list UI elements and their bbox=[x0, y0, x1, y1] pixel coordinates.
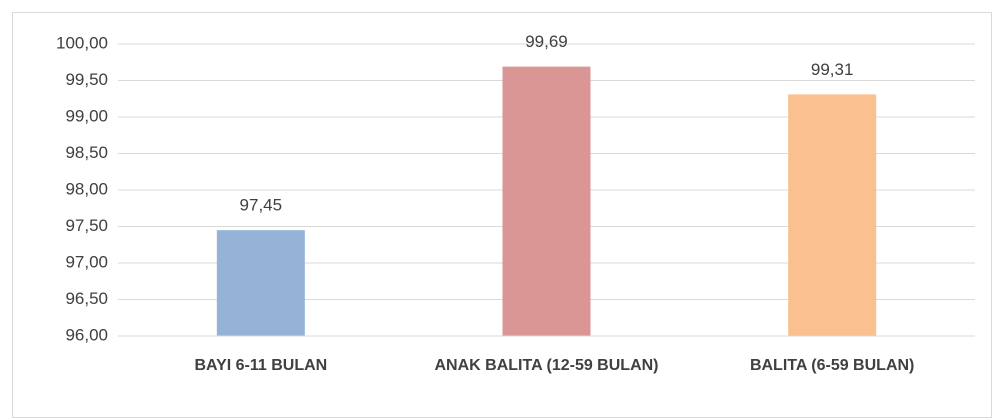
y-tick-label: 98,00 bbox=[65, 179, 108, 198]
bar bbox=[216, 230, 305, 336]
x-tick-label: BALITA (6-59 BULAN) bbox=[750, 357, 914, 374]
y-tick-label: 98,50 bbox=[65, 143, 108, 162]
y-tick-label: 97,50 bbox=[65, 216, 108, 235]
data-label: 97,45 bbox=[240, 196, 283, 215]
bar bbox=[788, 94, 877, 337]
x-tick-label: ANAK BALITA (12-59 BULAN) bbox=[435, 357, 659, 374]
data-label: 99,69 bbox=[525, 32, 568, 51]
y-tick-label: 100,00 bbox=[56, 33, 108, 52]
bar bbox=[502, 66, 591, 336]
x-tick-label: BAYI 6-11 BULAN bbox=[194, 357, 327, 374]
y-tick-label: 99,50 bbox=[65, 70, 108, 89]
y-tick-label: 96,50 bbox=[65, 289, 108, 308]
y-tick-label: 96,00 bbox=[65, 325, 108, 344]
y-tick-label: 99,00 bbox=[65, 106, 108, 125]
data-label: 99,31 bbox=[811, 60, 854, 79]
y-tick-label: 97,00 bbox=[65, 252, 108, 271]
